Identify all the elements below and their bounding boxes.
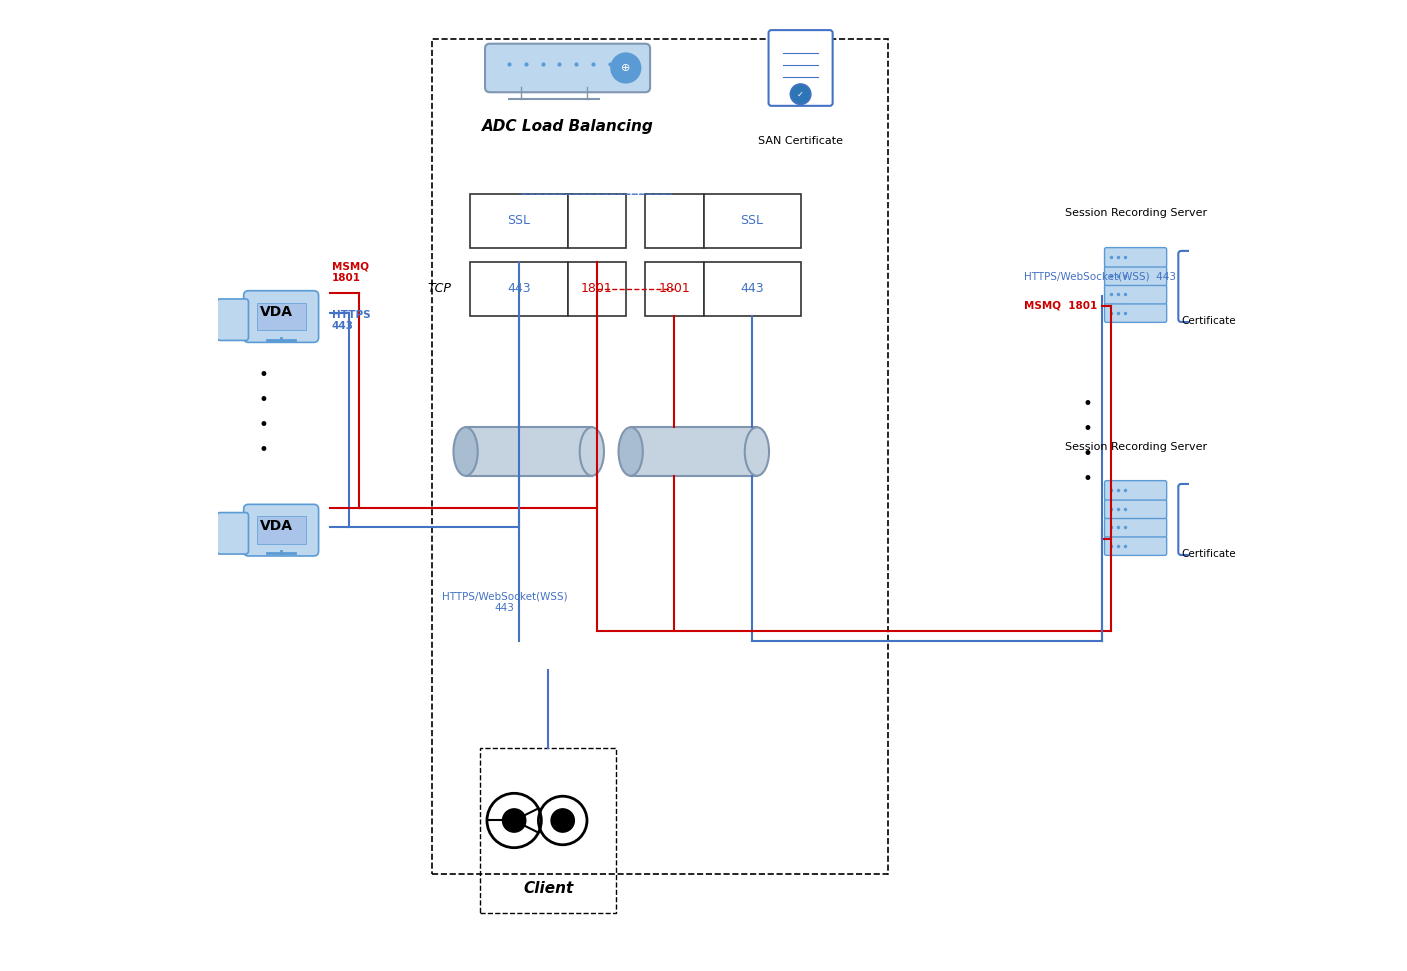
Text: ⊕: ⊕ bbox=[620, 63, 630, 73]
Text: 1801: 1801 bbox=[581, 283, 612, 295]
Bar bbox=[480, 748, 616, 913]
Circle shape bbox=[1199, 301, 1218, 320]
Bar bbox=[704, 194, 801, 248]
Text: HTTPS/WebSocket(WSS)  443: HTTPS/WebSocket(WSS) 443 bbox=[1024, 272, 1176, 282]
Text: ✓: ✓ bbox=[798, 89, 803, 99]
FancyBboxPatch shape bbox=[1104, 266, 1166, 285]
Bar bbox=[256, 303, 305, 330]
Ellipse shape bbox=[453, 427, 478, 476]
FancyBboxPatch shape bbox=[1178, 484, 1238, 555]
Text: MSMQ  1801: MSMQ 1801 bbox=[1024, 301, 1097, 311]
FancyBboxPatch shape bbox=[1104, 303, 1166, 322]
FancyBboxPatch shape bbox=[1104, 499, 1166, 519]
Text: VDA: VDA bbox=[260, 305, 293, 319]
Bar bbox=[466, 427, 592, 476]
Text: Certificate: Certificate bbox=[1180, 316, 1235, 325]
Bar bbox=[470, 194, 567, 248]
Text: Certificate: Certificate bbox=[1180, 549, 1235, 558]
FancyBboxPatch shape bbox=[1104, 518, 1166, 537]
Text: VDA: VDA bbox=[260, 519, 293, 533]
Ellipse shape bbox=[580, 427, 604, 476]
Circle shape bbox=[611, 53, 640, 83]
Text: •
•
•
•: • • • • bbox=[1082, 395, 1092, 488]
Text: Session Recording Server: Session Recording Server bbox=[1065, 209, 1207, 218]
FancyBboxPatch shape bbox=[1104, 481, 1166, 500]
FancyBboxPatch shape bbox=[243, 504, 318, 556]
Text: HTTPS/WebSocket(WSS)
443: HTTPS/WebSocket(WSS) 443 bbox=[442, 591, 567, 613]
FancyBboxPatch shape bbox=[485, 44, 650, 92]
FancyBboxPatch shape bbox=[1178, 251, 1238, 322]
Text: SSL: SSL bbox=[508, 215, 530, 227]
Text: TCP: TCP bbox=[428, 283, 452, 295]
Bar bbox=[704, 262, 801, 316]
Bar bbox=[432, 39, 888, 874]
FancyBboxPatch shape bbox=[217, 299, 249, 341]
Bar bbox=[256, 517, 305, 544]
FancyBboxPatch shape bbox=[768, 30, 833, 106]
Text: MSMQ
1801: MSMQ 1801 bbox=[332, 261, 369, 283]
Bar bbox=[646, 194, 704, 248]
Text: SAN Certificate: SAN Certificate bbox=[758, 136, 843, 146]
Bar bbox=[567, 262, 626, 316]
FancyBboxPatch shape bbox=[1104, 248, 1166, 267]
Text: •
•
•
•: • • • • bbox=[259, 366, 269, 459]
Text: ⊙: ⊙ bbox=[553, 811, 573, 830]
Circle shape bbox=[1199, 534, 1218, 553]
Text: HTTPS
443: HTTPS 443 bbox=[332, 310, 370, 331]
Ellipse shape bbox=[744, 427, 770, 476]
FancyBboxPatch shape bbox=[1104, 536, 1166, 555]
Circle shape bbox=[791, 84, 810, 105]
Ellipse shape bbox=[619, 427, 643, 476]
Text: SSL: SSL bbox=[740, 215, 764, 227]
FancyBboxPatch shape bbox=[243, 290, 318, 343]
Text: Session Recording Server: Session Recording Server bbox=[1065, 442, 1207, 452]
Text: Client: Client bbox=[523, 881, 573, 896]
Text: ✓: ✓ bbox=[1204, 307, 1211, 316]
Circle shape bbox=[552, 809, 574, 832]
Bar bbox=[567, 194, 626, 248]
Text: 1801: 1801 bbox=[658, 283, 691, 295]
FancyBboxPatch shape bbox=[1104, 285, 1166, 304]
Text: ✓: ✓ bbox=[1204, 540, 1211, 549]
Circle shape bbox=[502, 809, 526, 832]
Text: 443: 443 bbox=[740, 283, 764, 295]
Bar bbox=[630, 427, 757, 476]
Text: ADC Load Balancing: ADC Load Balancing bbox=[481, 118, 653, 134]
Bar bbox=[646, 262, 704, 316]
Text: 443: 443 bbox=[507, 283, 530, 295]
Bar bbox=[470, 262, 567, 316]
FancyBboxPatch shape bbox=[217, 513, 249, 554]
